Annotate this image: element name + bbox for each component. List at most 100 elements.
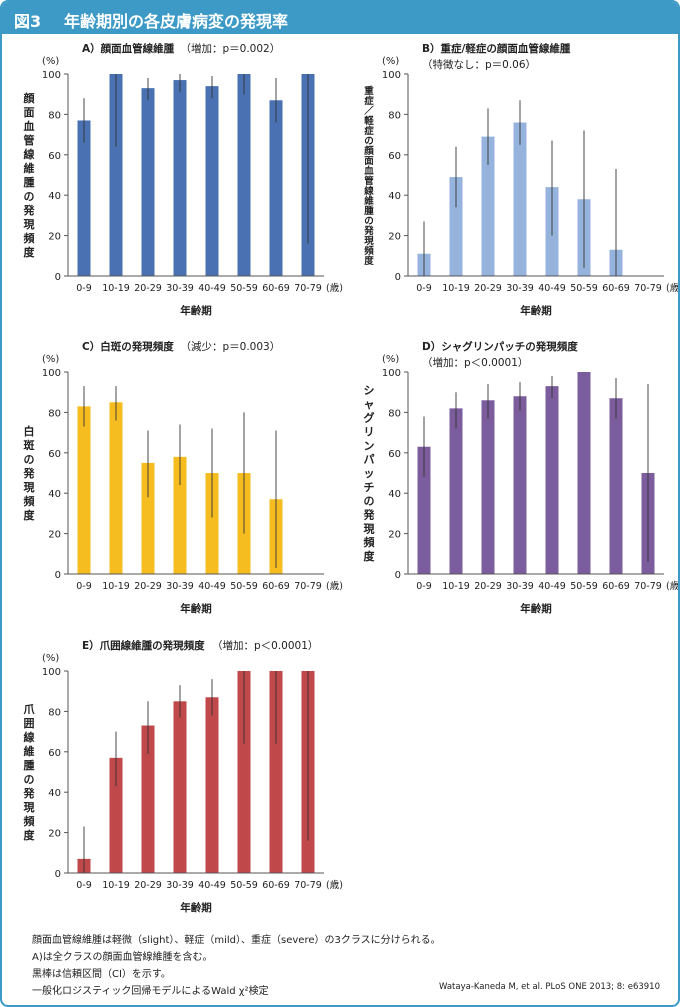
y-tick-label: 40 bbox=[388, 489, 401, 500]
y-tick-label: 0 bbox=[55, 869, 61, 880]
x-tick-label: 50-59 bbox=[570, 283, 598, 294]
x-tick-label: 10-19 bbox=[102, 880, 130, 891]
bar bbox=[205, 86, 219, 276]
bar bbox=[77, 406, 91, 574]
x-axis-label: 年齢期 bbox=[180, 602, 212, 615]
x-tick-label: 40-49 bbox=[198, 283, 226, 294]
x-tick-label: 20-29 bbox=[134, 581, 162, 592]
x-tick-label: 10-19 bbox=[102, 283, 130, 294]
chart-subtitle: （増加：p＜0.0001） bbox=[422, 356, 528, 369]
x-tick-label: 60-69 bbox=[262, 880, 290, 891]
y-tick-label: 20 bbox=[388, 232, 401, 243]
citation: Wataya-Kaneda M, et al. PLoS ONE 2013; 8… bbox=[438, 982, 660, 992]
chart-hypomelanotic-macules: C）白斑の発現頻度 （減少：p＝0.003） (%) 白斑の発現頻度 0 20 40 60 80… bbox=[23, 340, 343, 615]
bar bbox=[449, 408, 463, 574]
footnote: 黒棒は信頼区間（CI）を示す。 bbox=[32, 969, 171, 980]
x-tick-label: 30-39 bbox=[506, 581, 534, 592]
chart-title: E）爪囲線維腫の発現頻度 bbox=[82, 639, 205, 652]
y-tick-label: 100 bbox=[382, 368, 401, 379]
x-tick-label: 40-49 bbox=[198, 581, 226, 592]
chart-subtitle: （特徴なし：p＝0.06） bbox=[422, 58, 536, 71]
x-unit-label: (歳) bbox=[326, 879, 343, 891]
x-tick-label: 40-49 bbox=[538, 581, 566, 592]
x-tick-label: 0-9 bbox=[76, 283, 92, 294]
y-axis-label: 顔面血管線維腫の発現頻度 bbox=[23, 91, 36, 259]
x-unit-label: (歳) bbox=[326, 282, 343, 294]
bar bbox=[173, 701, 187, 873]
bar bbox=[77, 120, 91, 277]
x-unit-label: (歳) bbox=[326, 580, 343, 592]
footnote: 顔面血管線維腫は軽微（slight）、軽症（mild）、重症（severe）の3… bbox=[32, 935, 441, 946]
y-tick-label: 100 bbox=[382, 70, 401, 81]
chart-shagreen-patch: D）シャグリンパッチの発現頻度 （増加：p＜0.0001） (%) シャグリンパッチの… bbox=[363, 340, 679, 615]
chart-title: A）顔面血管線維腫 bbox=[82, 42, 175, 55]
bar bbox=[173, 80, 187, 276]
x-axis-label: 年齢期 bbox=[520, 304, 552, 317]
y-tick-label: 80 bbox=[48, 707, 61, 718]
y-tick-label: 20 bbox=[48, 232, 61, 243]
y-tick-label: 80 bbox=[388, 110, 401, 121]
x-axis-label: 年齢期 bbox=[180, 901, 212, 914]
y-tick-label: 60 bbox=[48, 151, 61, 162]
y-tick-label: 80 bbox=[48, 408, 61, 419]
bar bbox=[173, 456, 187, 574]
chart-severe-mild-angiofibroma: B）重症/軽症の顔面血管線維腫 （特徴なし：p＝0.06） (%) 重症／軽症の顔面血… bbox=[363, 42, 680, 317]
x-tick-label: 60-69 bbox=[602, 581, 630, 592]
figure-title: 年齢期別の各皮膚病変の発現率 bbox=[64, 12, 289, 31]
x-tick-label: 60-69 bbox=[262, 581, 290, 592]
x-tick-label: 50-59 bbox=[230, 283, 258, 294]
y-tick-label: 100 bbox=[42, 667, 61, 678]
y-unit-label: (%) bbox=[42, 354, 59, 365]
y-tick-label: 20 bbox=[48, 530, 61, 541]
chart-ungual-fibroma: E）爪囲線維腫の発現頻度 （増加：p＜0.0001） (%) 爪囲線維腫の発現頻度 0 2… bbox=[23, 639, 343, 914]
bar bbox=[141, 462, 155, 574]
bar bbox=[417, 446, 431, 574]
y-unit-label: (%) bbox=[382, 354, 399, 365]
bar bbox=[109, 757, 123, 873]
footnote: 一般化ロジスティック回帰モデルによるWald χ²検定 bbox=[32, 986, 269, 997]
chart-facial-angiofibroma: A）顔面血管線維腫 （増加：p＝0.002） (%) 顔面血管線維腫の発現頻度 0 20 4… bbox=[23, 42, 343, 317]
bar bbox=[109, 402, 123, 574]
chart-title: C）白斑の発現頻度 bbox=[82, 340, 174, 353]
x-axis-label: 年齢期 bbox=[520, 602, 552, 615]
figure-header: 図3 年齢期別の各皮膚病変の発現率 bbox=[2, 2, 678, 34]
y-tick-label: 20 bbox=[48, 829, 61, 840]
x-tick-label: 30-39 bbox=[166, 581, 194, 592]
x-axis-label: 年齢期 bbox=[180, 304, 212, 317]
y-axis-label: 白斑の発現頻度 bbox=[23, 424, 36, 522]
y-tick-label: 40 bbox=[48, 788, 61, 799]
x-tick-label: 70-79 bbox=[634, 283, 662, 294]
bar bbox=[577, 372, 591, 574]
x-tick-label: 70-79 bbox=[294, 880, 322, 891]
x-tick-label: 50-59 bbox=[230, 880, 258, 891]
y-tick-label: 100 bbox=[42, 70, 61, 81]
bar bbox=[205, 473, 219, 574]
chart-title: B）重症/軽症の顔面血管線維腫 bbox=[422, 42, 571, 55]
bar bbox=[109, 74, 123, 276]
chart-title: D）シャグリンパッチの発現頻度 bbox=[422, 340, 578, 353]
footnote: A)は全クラスの顔面血管線維腫を含む。 bbox=[32, 952, 213, 963]
y-axis-label: 重症／軽症の顔面血管線維腫の発現頻度 bbox=[363, 85, 374, 267]
y-unit-label: (%) bbox=[42, 56, 59, 67]
bar bbox=[609, 398, 623, 574]
y-tick-label: 80 bbox=[48, 110, 61, 121]
x-tick-label: 0-9 bbox=[416, 581, 432, 592]
x-tick-label: 50-59 bbox=[570, 581, 598, 592]
bar bbox=[449, 177, 463, 276]
bar bbox=[269, 100, 283, 276]
y-tick-label: 60 bbox=[48, 748, 61, 759]
x-tick-label: 20-29 bbox=[134, 283, 162, 294]
x-unit-label: (歳) bbox=[666, 282, 680, 294]
bar bbox=[141, 725, 155, 873]
chart-subtitle: （増加：p＝0.002） bbox=[181, 42, 281, 55]
x-tick-label: 20-29 bbox=[474, 581, 502, 592]
x-tick-label: 10-19 bbox=[442, 283, 470, 294]
chart-subtitle: （増加：p＜0.0001） bbox=[212, 639, 318, 652]
y-tick-label: 0 bbox=[395, 570, 401, 581]
x-tick-label: 10-19 bbox=[442, 581, 470, 592]
bar bbox=[237, 74, 251, 276]
y-tick-label: 40 bbox=[388, 191, 401, 202]
x-tick-label: 0-9 bbox=[76, 581, 92, 592]
x-tick-label: 0-9 bbox=[76, 880, 92, 891]
